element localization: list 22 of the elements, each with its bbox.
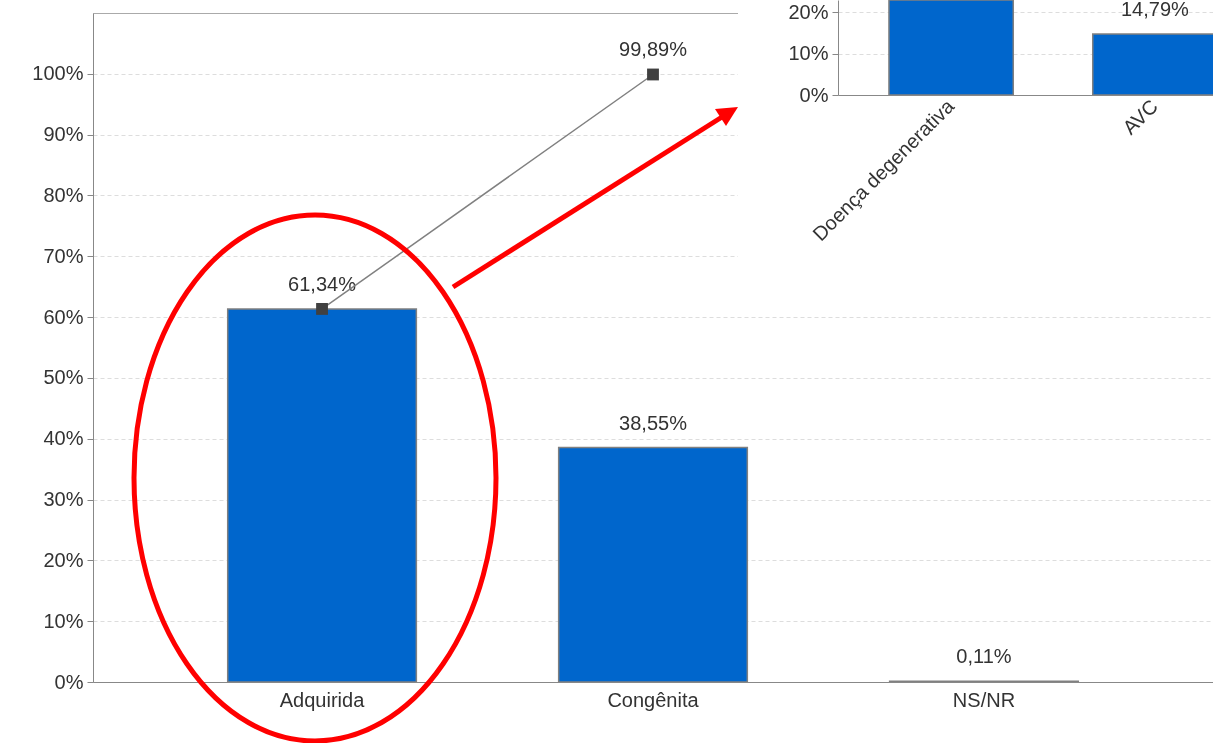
y-tick-label: 0% bbox=[799, 83, 829, 106]
y-tick-label: 10% bbox=[788, 42, 829, 65]
y-tick-label: 0% bbox=[54, 670, 84, 693]
data-label: 14,79% bbox=[1120, 0, 1190, 20]
y-tick-label: 70% bbox=[43, 244, 84, 267]
x-tick-label: Congênita bbox=[607, 688, 700, 711]
y-tick-label: 20% bbox=[43, 548, 84, 571]
data-label: 38,55% bbox=[619, 411, 688, 434]
y-tick-label: 60% bbox=[43, 305, 84, 328]
data-label: 99,89% bbox=[619, 38, 688, 61]
y-tick-label: 10% bbox=[43, 609, 84, 632]
data-label: 0,11% bbox=[956, 645, 1012, 668]
y-tick-label: 50% bbox=[43, 366, 84, 389]
y-tick-label: 30% bbox=[43, 488, 84, 511]
y-tick-label: 100% bbox=[32, 62, 84, 85]
data-label: 61,34% bbox=[288, 272, 357, 295]
y-tick-label: 90% bbox=[43, 123, 84, 146]
y-tick-label: 80% bbox=[43, 183, 84, 206]
y-tick-label: 20% bbox=[788, 0, 829, 23]
x-tick-label: Adquirida bbox=[279, 688, 366, 711]
x-tick-label: NS/NR bbox=[952, 688, 1016, 711]
y-tick-label: 40% bbox=[43, 427, 84, 450]
